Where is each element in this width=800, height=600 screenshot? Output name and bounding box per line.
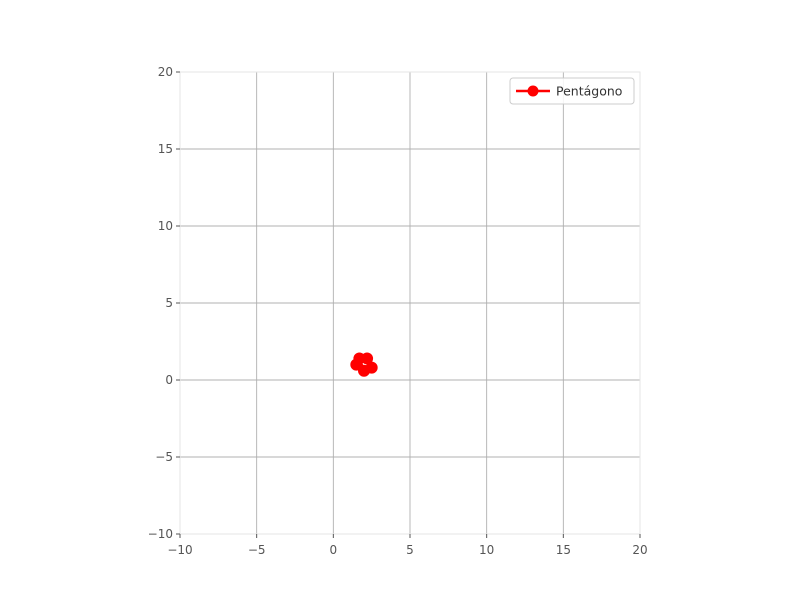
legend: Pentágono xyxy=(509,77,635,105)
data-point xyxy=(353,352,366,365)
x-tick-label: 5 xyxy=(406,543,414,557)
x-axis: −10 −5 0 5 10 15 20 xyxy=(167,534,648,557)
series-layer xyxy=(350,352,378,377)
y-tick-label: −10 xyxy=(148,527,173,541)
x-tick-label: 10 xyxy=(479,543,494,557)
x-tick-label: −5 xyxy=(248,543,266,557)
x-tick-label: 15 xyxy=(556,543,571,557)
y-tick-label: 0 xyxy=(165,373,173,387)
data-point xyxy=(358,364,370,377)
y-axis: −10 −5 0 5 10 15 20 xyxy=(148,65,180,541)
legend-box xyxy=(509,77,635,105)
x-tick-label: 20 xyxy=(632,543,647,557)
x-tick-label: 0 xyxy=(330,543,338,557)
x-tick-label: −10 xyxy=(167,543,192,557)
y-tick-label: −5 xyxy=(155,450,173,464)
y-tick-label: 20 xyxy=(158,65,173,79)
y-tick-label: 5 xyxy=(165,296,173,310)
legend-marker xyxy=(527,85,539,97)
y-tick-label: 10 xyxy=(158,219,173,233)
y-tick-label: 15 xyxy=(158,142,173,156)
legend-label: Pentágono xyxy=(556,84,622,99)
